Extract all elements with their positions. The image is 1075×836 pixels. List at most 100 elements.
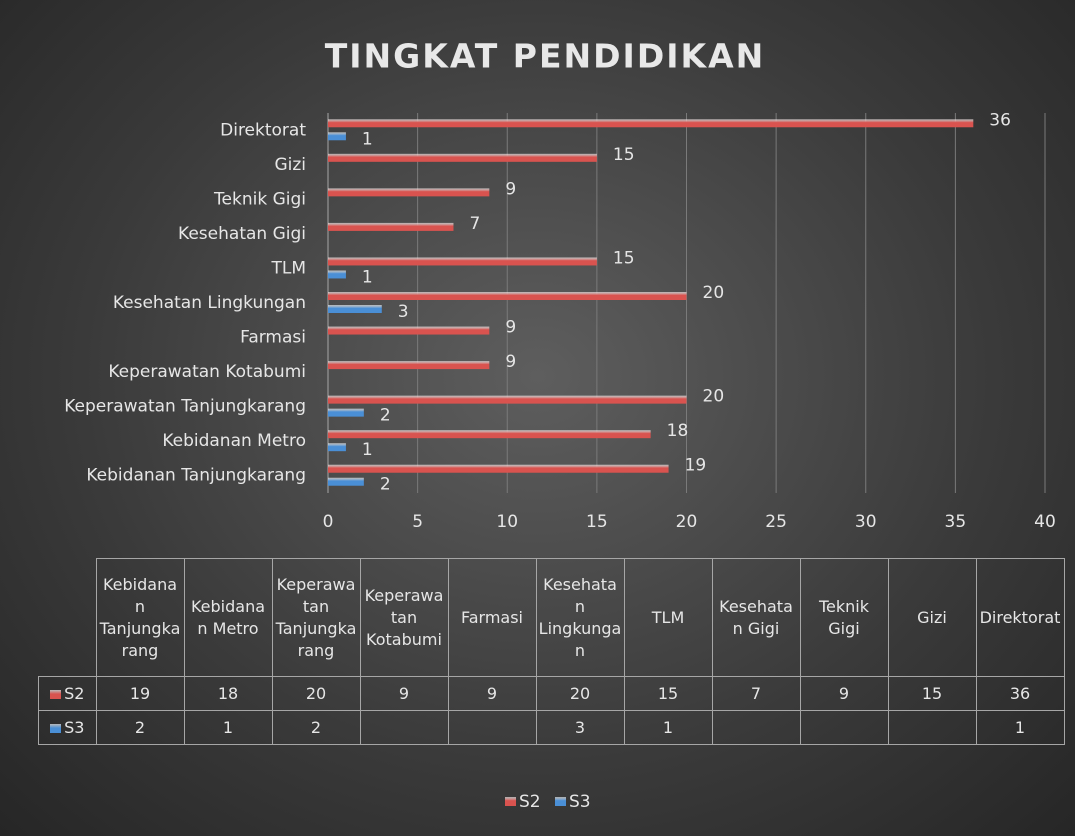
data-label: 1 [362, 129, 373, 149]
bar [328, 326, 490, 335]
data-label: 19 [685, 456, 707, 476]
table-header-row: Kebidanan Tanjungkarang Kebidanan Metro Ke… [38, 558, 1065, 677]
y-tick-label: Farmasi [240, 328, 306, 348]
data-label: 36 [989, 110, 1011, 130]
legend-key [50, 723, 62, 733]
y-tick-label: Gizi [274, 155, 306, 175]
table-cell [447, 710, 537, 745]
table-cell: 9 [447, 676, 537, 711]
data-label: 18 [667, 421, 689, 441]
table-header-cell: Kesehatan Lingkungan [535, 558, 625, 677]
table-cell: 1 [183, 710, 273, 745]
y-tick-label: Kesehatan Lingkungan [113, 293, 306, 313]
bar [328, 464, 669, 473]
x-tick-label: 15 [586, 512, 608, 532]
x-tick-label: 30 [855, 512, 877, 532]
data-label: 2 [380, 406, 391, 426]
bar [328, 477, 364, 486]
table-cell: 1 [975, 710, 1065, 745]
table-cell: 15 [887, 676, 977, 711]
table-cell: 36 [975, 676, 1065, 711]
legend-key [555, 797, 566, 806]
data-label: 2 [380, 475, 391, 495]
bar [328, 222, 454, 231]
table-cell: 19 [95, 676, 185, 711]
table-cell [359, 710, 449, 745]
bar [328, 430, 651, 439]
bar [328, 119, 974, 128]
y-tick-label: Kesehatan Gigi [178, 224, 306, 244]
table-header-cell: Keperawatan Tanjungkarang [271, 558, 361, 677]
table-header-cell: Kesehatan Gigi [711, 558, 801, 677]
bar [328, 188, 490, 197]
data-label: 9 [505, 318, 516, 338]
legend-label: S2 [519, 792, 541, 812]
data-label: 9 [505, 352, 516, 372]
table-header-cell: Direktorat [975, 558, 1065, 677]
table-cell [711, 710, 801, 745]
table-cell: 1 [623, 710, 713, 745]
series-name: S3 [64, 717, 85, 737]
data-table: Kebidanan Tanjungkarang Kebidanan Metro Ke… [38, 558, 1065, 745]
data-label: 9 [505, 179, 516, 199]
chart-title: TINGKAT PENDIDIKAN [325, 37, 765, 76]
data-label: 3 [398, 302, 409, 322]
table-row: S2 19 18 20 9 9 20 15 7 9 15 36 [38, 676, 1065, 711]
data-label: 20 [703, 283, 725, 303]
x-tick-label: 35 [945, 512, 967, 532]
table-cell: 20 [535, 676, 625, 711]
legend-label: S3 [569, 792, 591, 812]
table-header-cell: TLM [623, 558, 713, 677]
data-label: 1 [362, 267, 373, 287]
legend-key [50, 689, 62, 699]
table-header-cell: Farmasi [447, 558, 537, 677]
table-cell: 9 [799, 676, 889, 711]
y-tick-label: Kebidanan Tanjungkarang [86, 466, 306, 486]
x-tick-label: 5 [412, 512, 423, 532]
y-tick-label: Teknik Gigi [213, 189, 306, 209]
table-row-header: S2 [38, 676, 97, 711]
x-tick-label: 10 [496, 512, 518, 532]
data-label: 7 [469, 214, 480, 234]
table-cell [799, 710, 889, 745]
table-cell: 20 [271, 676, 361, 711]
bar [328, 292, 687, 300]
table-header-cell: Teknik Gigi [799, 558, 889, 677]
bar [328, 153, 597, 162]
y-tick-label: Keperawatan Tanjungkarang [64, 397, 306, 417]
table-corner [38, 558, 97, 677]
table-cell: 2 [95, 710, 185, 745]
bar [328, 443, 346, 452]
data-label: 1 [362, 440, 373, 460]
table-cell: 3 [535, 710, 625, 745]
table-header-cell: Kebidanan Tanjungkarang [95, 558, 185, 677]
bar [328, 361, 490, 370]
data-label: 15 [613, 145, 635, 165]
table-row: S3 2 1 2 3 1 1 [38, 710, 1065, 745]
bar [328, 395, 687, 404]
data-label: 15 [613, 248, 635, 268]
table-cell: 15 [623, 676, 713, 711]
bar [328, 408, 364, 417]
table-cell [887, 710, 977, 745]
x-tick-label: 20 [676, 512, 698, 532]
bar [328, 132, 346, 141]
table-header-cell: Keperawatan Kotabumi [359, 558, 449, 677]
table-cell: 9 [359, 676, 449, 711]
x-tick-label: 40 [1034, 512, 1056, 532]
table-cell: 18 [183, 676, 273, 711]
data-label: 20 [703, 387, 725, 407]
legend-key [505, 797, 516, 806]
bar [328, 257, 597, 266]
series-name: S2 [64, 683, 85, 703]
bar [328, 270, 346, 279]
table-header-cell: Gizi [887, 558, 977, 677]
table-header-cell: Kebidanan Metro [183, 558, 273, 677]
bar [328, 305, 382, 313]
x-tick-label: 25 [765, 512, 787, 532]
table-cell: 7 [711, 676, 801, 711]
y-tick-label: Keperawatan Kotabumi [108, 362, 306, 382]
y-tick-label: Kebidanan Metro [162, 431, 306, 451]
